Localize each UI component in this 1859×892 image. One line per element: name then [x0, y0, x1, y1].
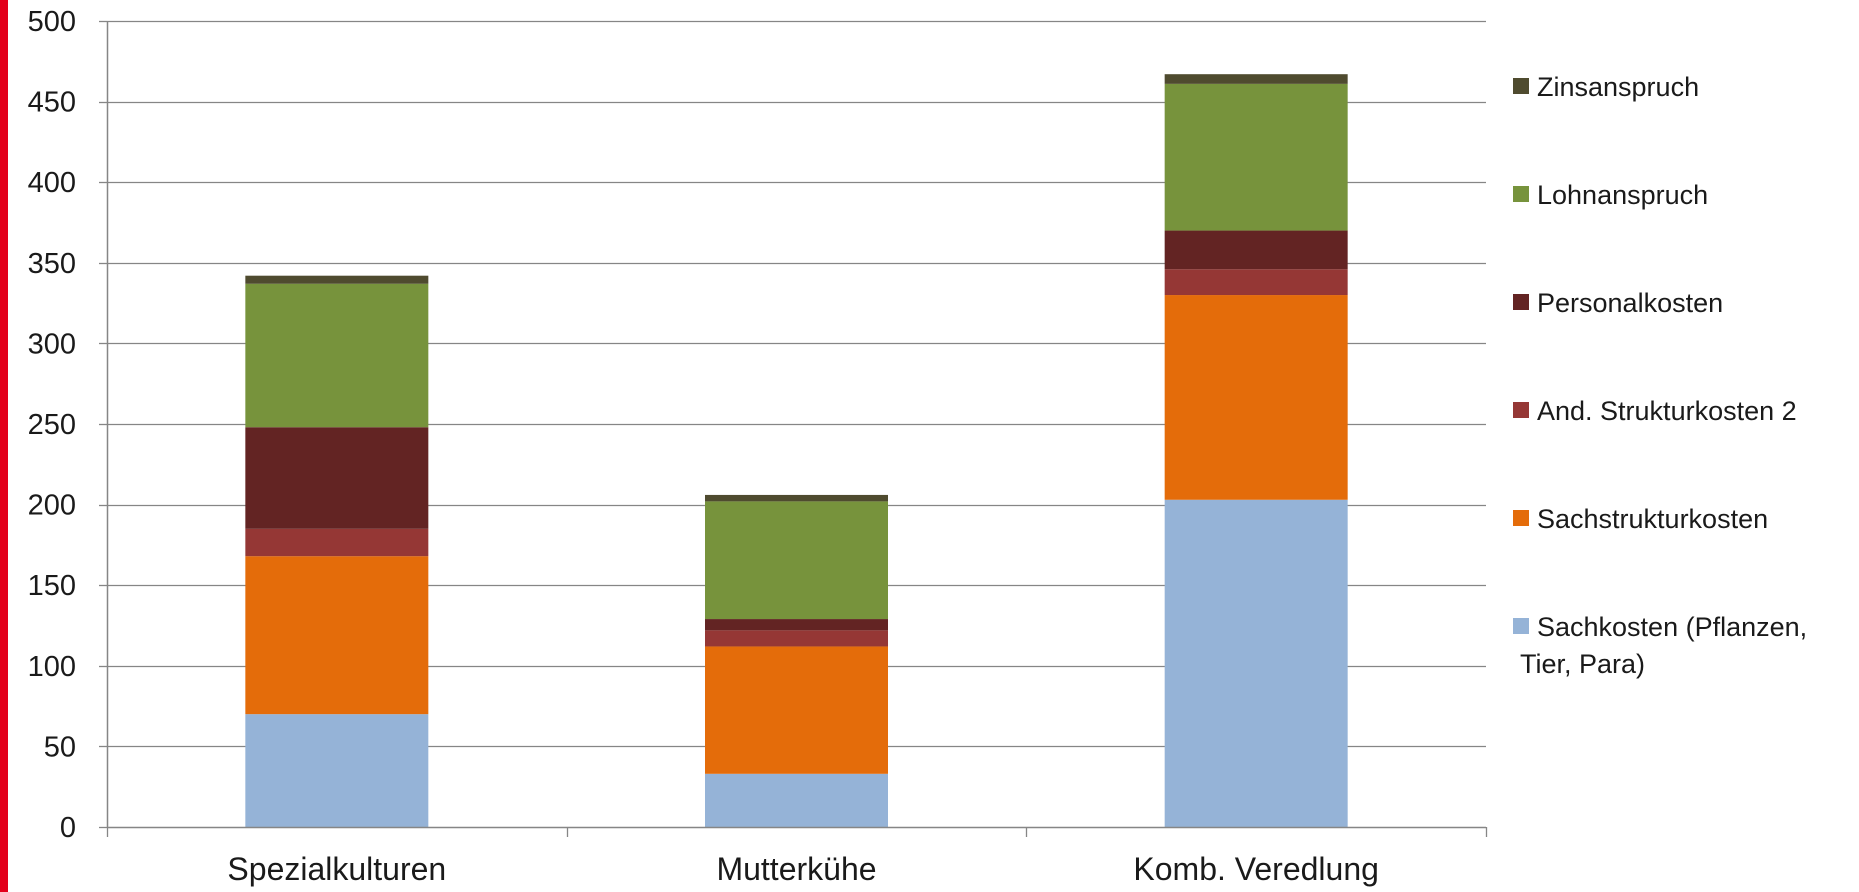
legend-swatch	[1513, 402, 1529, 418]
y-tick-label: 0	[60, 812, 76, 844]
bar-segment-2-5	[705, 501, 888, 620]
bar-segment-2-2	[705, 646, 888, 774]
y-tick-label: 50	[44, 731, 76, 763]
y-tick-label: 150	[28, 570, 76, 602]
bar-segment-2-6	[705, 494, 888, 502]
y-tick-label: 400	[28, 167, 76, 199]
bar-segment-1-5	[245, 283, 429, 428]
y-tick-label: 500	[28, 6, 76, 38]
legend-swatch	[1513, 510, 1529, 526]
accent-bar	[0, 0, 8, 892]
legend: Zinsanspruch Lohnanspruch Personalkosten An…	[1513, 72, 1807, 679]
axes	[99, 20, 1488, 837]
legend-swatch	[1513, 78, 1529, 94]
y-tick-label: 100	[28, 651, 76, 683]
legend-label: Sachstrukturkosten	[1537, 504, 1768, 534]
bar-segment-2-1	[705, 773, 888, 827]
legend-swatch	[1513, 186, 1529, 202]
legend-swatch	[1513, 294, 1529, 310]
bars	[245, 74, 1348, 827]
bar-segment-2-3	[705, 630, 888, 647]
y-tick-label: 350	[28, 248, 76, 280]
x-category-label: Mutterkühe	[716, 851, 876, 887]
bar-segment-1-4	[245, 427, 429, 529]
legend-swatch	[1513, 618, 1529, 634]
bar-segment-3-2	[1164, 295, 1348, 500]
bar-segment-3-5	[1164, 83, 1348, 231]
legend-label: Personalkosten	[1537, 288, 1723, 318]
bar-segment-1-3	[245, 528, 429, 557]
bar-segment-1-2	[245, 556, 429, 715]
bar-segment-1-1	[245, 714, 429, 827]
legend-label: Zinsanspruch	[1537, 72, 1699, 102]
x-axis-category-labels: Spezialkulturen Mutterkühe Komb. Veredlung	[227, 851, 1378, 887]
legend-label: Lohnanspruch	[1537, 180, 1708, 210]
legend-label: Tier, Para)	[1520, 649, 1645, 679]
x-category-label: Komb. Veredlung	[1133, 851, 1379, 887]
y-tick-label: 200	[28, 490, 76, 522]
bar-segment-3-4	[1164, 230, 1348, 270]
bar-segment-3-3	[1164, 269, 1348, 296]
bar-segment-1-6	[245, 275, 429, 284]
y-tick-label: 300	[28, 328, 76, 360]
y-axis-tick-labels: 0 50 100 150 200 250 300 350 400 450 500	[28, 6, 76, 844]
legend-label: And. Strukturkosten 2	[1537, 396, 1797, 426]
y-tick-label: 450	[28, 87, 76, 119]
bar-segment-2-4	[705, 619, 888, 631]
bar-segment-3-1	[1164, 499, 1348, 827]
x-category-label: Spezialkulturen	[227, 851, 446, 887]
legend-label: Sachkosten (Pflanzen,	[1537, 612, 1807, 642]
y-tick-label: 250	[28, 409, 76, 441]
bar-segment-3-6	[1164, 74, 1348, 84]
